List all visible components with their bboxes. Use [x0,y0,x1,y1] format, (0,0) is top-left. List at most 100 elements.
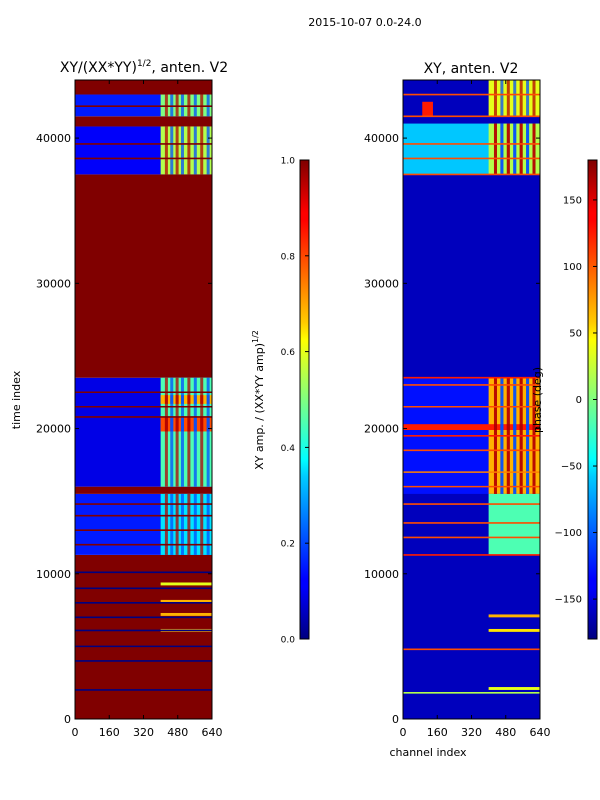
phase-patch-10 [422,101,433,117]
amp-stripe-0-7 [206,377,210,487]
amp-stripe-1-7 [206,416,210,432]
phase-stripe-3-4 [519,424,523,430]
amp-stripe-5-0 [164,493,168,555]
amp-ytick-label-1: 10000 [36,568,71,581]
phase-ytick-label-0: 0 [392,713,399,726]
amp-stripe-1-6 [200,416,204,432]
amp-stripe-3-3 [180,126,184,175]
phase-stripe-5-1 [500,123,504,175]
phase-stripe-5-4 [519,123,523,175]
amp-cb-tick-label-2: 0.4 [281,444,296,454]
amp-stripe-0-0 [164,377,168,487]
amp-cb-tick-label-1: 0.2 [281,540,295,550]
phase-cb-tick-label-5: 100 [563,262,582,273]
phase-ytick-label-2: 20000 [364,423,399,436]
phase-stripe-3-5 [526,424,530,430]
phase-stripe-4-0 [493,80,497,117]
phase-cb-tick-label-3: 0 [576,395,582,406]
amp-colorbar-gradient [299,159,310,640]
amp-stripe-3-1 [170,126,174,175]
phase-colorbar: −150 −100 −50 0 50 100 150 phase (deg) [531,159,598,640]
amp-patch-1 [160,416,212,432]
phase-cb-tick-label-2: −50 [561,462,582,473]
phase-xtick-label-4: 640 [530,726,551,739]
amp-stripe-2-5 [193,395,197,404]
amp-patch-5 [160,493,212,555]
amp-cb-tick-label-4: 0.8 [281,252,296,262]
amp-ytick-label-4: 40000 [36,132,71,145]
phase-stripe-3-3 [513,424,517,430]
amp-patch-8 [160,599,212,603]
amp-patch-2 [160,395,212,404]
amp-stripe-5-7 [206,493,210,555]
amp-stripe-5-4 [187,493,191,555]
amp-ytick-label-2: 20000 [36,423,71,436]
amp-ylabel: time index [10,370,23,429]
phase-patch-3 [403,424,540,430]
amp-stripe-2-6 [200,395,204,404]
amp-stripe-0-3 [180,377,184,487]
phase-stripe-4-1 [500,80,504,117]
amp-stripe-1-2 [175,416,179,432]
phase-xtick-label-1: 160 [427,726,448,739]
amp-stripe-5-6 [200,493,204,555]
phase-patch-8 [488,628,540,632]
phase-ytick-label-3: 30000 [364,277,399,290]
panel-phase: XY, anten. V2 0 160 320 480 640 0 10000 20000 3… [364,61,551,759]
amp-stripe-1-1 [170,416,174,432]
phase-xtick-label-2: 320 [461,726,482,739]
amp-stripe-5-2 [175,493,179,555]
amp-ytick-label-0: 0 [64,713,71,726]
amp-x-axis: 0 160 320 480 640 [72,80,223,739]
phase-stripe-5-3 [513,123,517,175]
phase-ytick-label-1: 10000 [364,568,399,581]
amp-stripe-5-1 [170,493,174,555]
phase-patch-9 [488,687,540,690]
phase-cb-tick-label-4: 50 [569,328,582,339]
amp-stripe-0-2 [175,377,179,487]
phase-stripe-5-5 [526,123,530,175]
amp-stripe-3-4 [187,126,191,175]
phase-patch-6 [488,493,540,555]
amp-title-sup: 1/2 [137,59,151,69]
amp-stripe-0-1 [170,377,174,487]
phase-stripe-3-2 [506,424,510,430]
amp-cb-tick-label-0: 0.0 [281,636,296,646]
amp-colorbar-label: XY amp. / (XX*YY amp)1/2 [251,330,266,470]
amp-stripe-2-1 [170,395,174,404]
phase-stripe-3-6 [532,424,536,430]
amp-ytick-label-3: 30000 [36,277,71,290]
amp-xtick-label-3: 480 [167,726,188,739]
phase-ytick-label-4: 40000 [364,132,399,145]
phase-stripe-4-5 [526,80,530,117]
phase-stripe-5-0 [493,123,497,175]
amp-xtick-label-0: 0 [72,726,79,739]
amp-stripe-0-6 [200,377,204,487]
amp-stripe-2-7 [206,395,210,404]
phase-stripe-5-6 [532,123,536,175]
amp-stripe-2-0 [164,395,168,404]
phase-y-axis: 0 10000 20000 30000 40000 [364,132,540,726]
amp-stripe-5-3 [180,493,184,555]
amp-y-axis: 0 10000 20000 30000 40000 [36,132,212,726]
amp-band-0 [75,554,212,719]
amp-xtick-label-1: 160 [99,726,120,739]
amp-stripe-1-5 [193,416,197,432]
amp-stripe-1-3 [180,416,184,432]
amp-colorbar-ticks: 0.0 0.2 0.4 0.6 0.8 1.0 [281,157,309,646]
panel-amplitude: XY/(XX*YY)1/2, anten. V2 0 160 320 480 640 0… [10,59,228,739]
phase-stripe-5-2 [506,123,510,175]
phase-cb-tick-label-1: −100 [555,528,582,539]
phase-colorbar-ticks: −150 −100 −50 0 50 100 150 [555,195,597,606]
amp-patch-7 [160,612,212,616]
phase-cb-tick-label-6: 150 [563,195,582,206]
amp-heatmap [75,80,212,719]
amp-stripe-0-4 [187,377,191,487]
amp-stripe-3-7 [206,126,210,175]
amp-stripe-3-0 [164,126,168,175]
phase-xtick-label-3: 480 [495,726,516,739]
phase-stripe-4-3 [513,80,517,117]
amp-stripe-2-2 [175,395,179,404]
amp-xtick-label-4: 640 [202,726,223,739]
